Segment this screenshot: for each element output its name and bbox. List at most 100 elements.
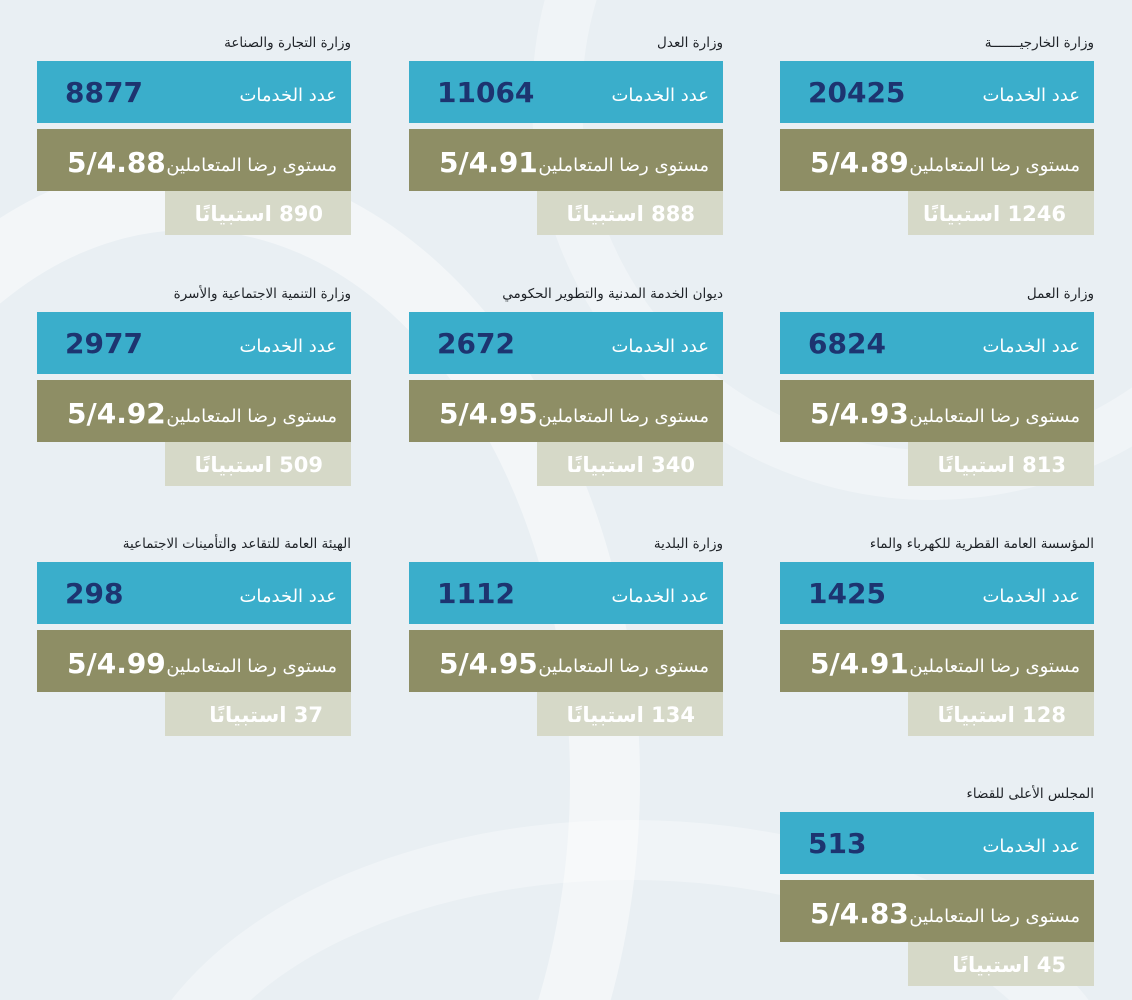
services-count: 2977 [65,327,143,360]
survey-bar: 1246 استبيانًا [908,191,1094,235]
ministry-title: المجلس الأعلى للقضاء [966,786,1094,802]
services-bar: عدد الخدمات 2977 [37,312,351,374]
ministry-card: وزارة العمل عدد الخدمات 6824 مستوى رضا ا… [780,286,1094,486]
services-count: 513 [808,827,867,860]
services-count: 11064 [437,76,535,109]
satisfaction-label: مستوى رضا المتعاملين [909,155,1080,176]
services-bar: عدد الخدمات 1112 [409,562,723,624]
services-label: عدد الخدمات [239,336,337,357]
services-bar: عدد الخدمات 298 [37,562,351,624]
survey-count: 509 استبيانًا [194,453,323,477]
survey-count: 45 استبيانًا [952,953,1066,977]
satisfaction-score: 5/4.89 [810,146,909,179]
satisfaction-score: 5/4.99 [67,647,166,680]
satisfaction-score: 5/4.93 [810,397,909,430]
satisfaction-bar: مستوى رضا المتعاملين 5/4.91 [780,630,1094,692]
satisfaction-bar: مستوى رضا المتعاملين 5/4.83 [780,880,1094,942]
ministry-title: ديوان الخدمة المدنية والتطوير الحكومي [502,286,723,302]
survey-count: 813 استبيانًا [937,453,1066,477]
satisfaction-label: مستوى رضا المتعاملين [166,656,337,677]
survey-count: 1246 استبيانًا [923,202,1066,226]
satisfaction-score: 5/4.83 [810,897,909,930]
ministry-card: وزارة العدل عدد الخدمات 11064 مستوى رضا … [409,35,723,235]
services-count: 1112 [437,577,515,610]
survey-count: 134 استبيانًا [566,703,695,727]
ministry-title: وزارة البلدية [653,536,723,552]
survey-bar: 45 استبيانًا [908,942,1094,986]
services-label: عدد الخدمات [611,336,709,357]
ministry-title: وزارة التجارة والصناعة [224,35,351,51]
satisfaction-bar: مستوى رضا المتعاملين 5/4.99 [37,630,351,692]
ministry-title: وزارة الخارجيـــــــة [984,35,1094,51]
services-bar: عدد الخدمات 513 [780,812,1094,874]
survey-bar: 37 استبيانًا [165,692,351,736]
satisfaction-score: 5/4.88 [67,146,166,179]
ministry-title: وزارة العدل [657,35,723,51]
survey-bar: 888 استبيانًا [537,191,723,235]
survey-count: 128 استبيانًا [937,703,1066,727]
services-count: 1425 [808,577,886,610]
satisfaction-label: مستوى رضا المتعاملين [538,406,709,427]
satisfaction-label: مستوى رضا المتعاملين [538,155,709,176]
ministry-card: الهيئة العامة للتقاعد والتأمينات الاجتما… [37,536,351,736]
satisfaction-label: مستوى رضا المتعاملين [166,406,337,427]
survey-bar: 813 استبيانًا [908,442,1094,486]
services-label: عدد الخدمات [239,586,337,607]
services-label: عدد الخدمات [982,85,1080,106]
satisfaction-bar: مستوى رضا المتعاملين 5/4.91 [409,129,723,191]
survey-bar: 509 استبيانًا [165,442,351,486]
services-count: 8877 [65,76,143,109]
ministry-card: المجلس الأعلى للقضاء عدد الخدمات 513 مست… [780,786,1094,986]
ministry-title: وزارة التنمية الاجتماعية والأسرة [173,286,351,302]
satisfaction-label: مستوى رضا المتعاملين [166,155,337,176]
survey-bar: 890 استبيانًا [165,191,351,235]
satisfaction-score: 5/4.95 [439,647,538,680]
services-bar: عدد الخدمات 11064 [409,61,723,123]
satisfaction-label: مستوى رضا المتعاملين [538,656,709,677]
satisfaction-score: 5/4.92 [67,397,166,430]
satisfaction-label: مستوى رضا المتعاملين [909,906,1080,927]
services-label: عدد الخدمات [982,836,1080,857]
satisfaction-score: 5/4.95 [439,397,538,430]
ministry-card: المؤسسة العامة القطرية للكهرباء والماء ع… [780,536,1094,736]
satisfaction-bar: مستوى رضا المتعاملين 5/4.95 [409,630,723,692]
satisfaction-bar: مستوى رضا المتعاملين 5/4.88 [37,129,351,191]
survey-count: 37 استبيانًا [209,703,323,727]
services-count: 20425 [808,76,906,109]
satisfaction-label: مستوى رضا المتعاملين [909,656,1080,677]
services-bar: عدد الخدمات 2672 [409,312,723,374]
services-count: 298 [65,577,124,610]
services-label: عدد الخدمات [239,85,337,106]
services-count: 6824 [808,327,886,360]
services-label: عدد الخدمات [982,586,1080,607]
ministry-card: وزارة التنمية الاجتماعية والأسرة عدد الخ… [37,286,351,486]
survey-bar: 134 استبيانًا [537,692,723,736]
services-label: عدد الخدمات [982,336,1080,357]
ministry-card: وزارة البلدية عدد الخدمات 1112 مستوى رضا… [409,536,723,736]
satisfaction-bar: مستوى رضا المتعاملين 5/4.95 [409,380,723,442]
satisfaction-score: 5/4.91 [810,647,909,680]
ministry-title: الهيئة العامة للتقاعد والتأمينات الاجتما… [122,536,351,552]
ministry-card: وزارة الخارجيـــــــة عدد الخدمات 20425 … [780,35,1094,235]
ministry-card: وزارة التجارة والصناعة عدد الخدمات 8877 … [37,35,351,235]
services-bar: عدد الخدمات 6824 [780,312,1094,374]
satisfaction-bar: مستوى رضا المتعاملين 5/4.93 [780,380,1094,442]
satisfaction-bar: مستوى رضا المتعاملين 5/4.89 [780,129,1094,191]
services-bar: عدد الخدمات 20425 [780,61,1094,123]
satisfaction-label: مستوى رضا المتعاملين [909,406,1080,427]
survey-bar: 128 استبيانًا [908,692,1094,736]
services-label: عدد الخدمات [611,586,709,607]
satisfaction-bar: مستوى رضا المتعاملين 5/4.92 [37,380,351,442]
ministry-title: وزارة العمل [1026,286,1094,302]
services-bar: عدد الخدمات 8877 [37,61,351,123]
services-label: عدد الخدمات [611,85,709,106]
survey-count: 888 استبيانًا [566,202,695,226]
survey-count: 890 استبيانًا [194,202,323,226]
ministry-card: ديوان الخدمة المدنية والتطوير الحكومي عد… [409,286,723,486]
services-bar: عدد الخدمات 1425 [780,562,1094,624]
survey-bar: 340 استبيانًا [537,442,723,486]
ministry-title: المؤسسة العامة القطرية للكهرباء والماء [869,536,1094,552]
services-count: 2672 [437,327,515,360]
survey-count: 340 استبيانًا [566,453,695,477]
satisfaction-score: 5/4.91 [439,146,538,179]
